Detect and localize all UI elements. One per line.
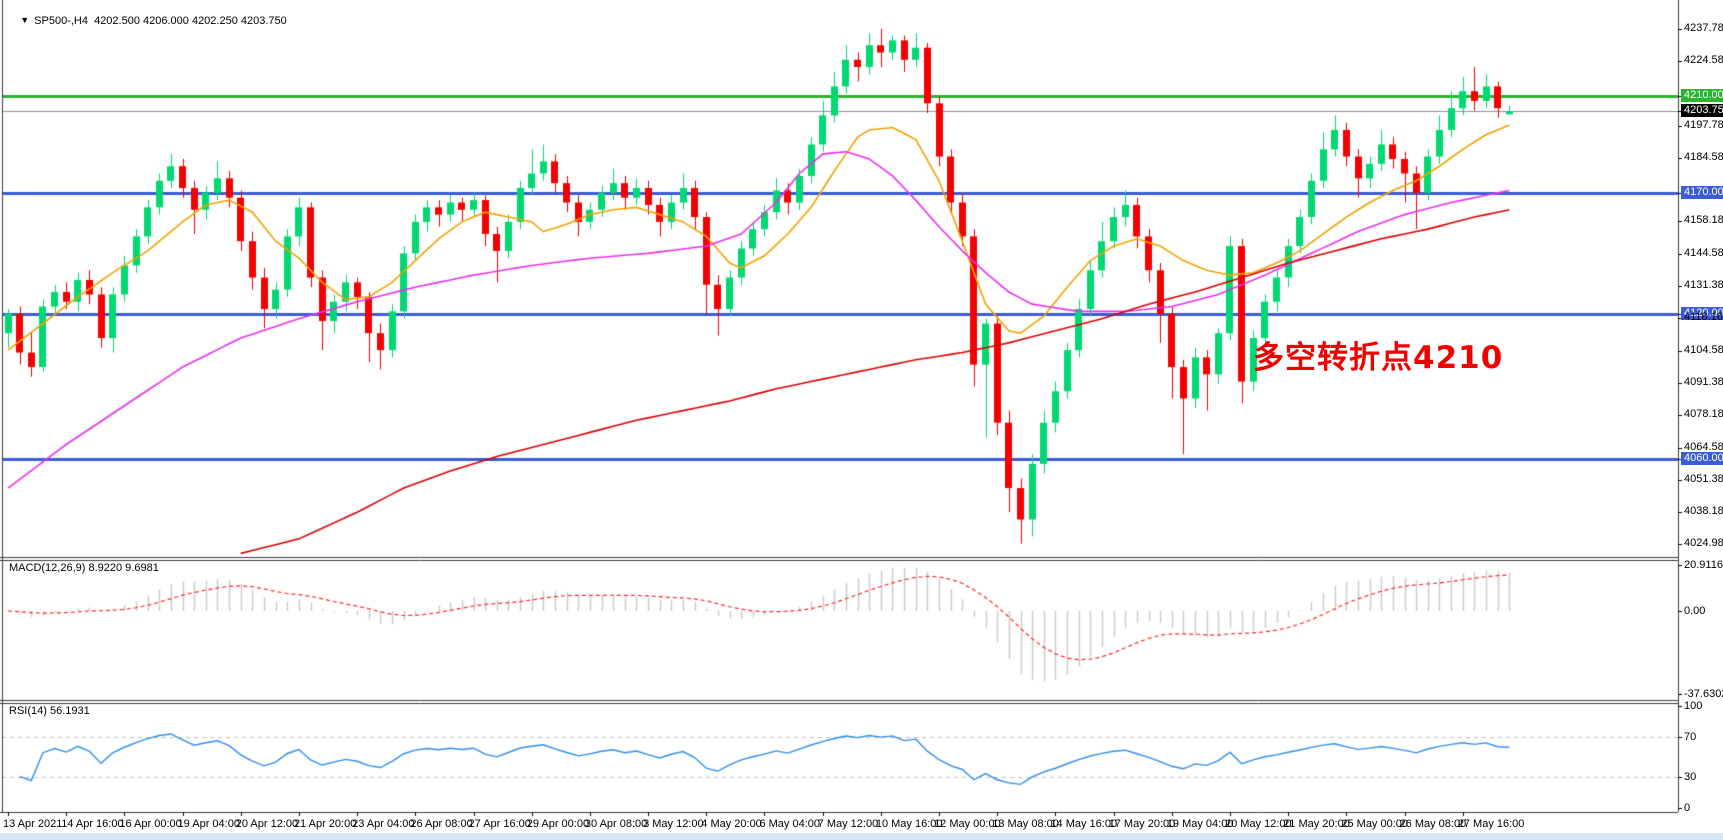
price-axis-label: 4118.180 [1684,311,1723,324]
price-axis-label: 4091.380 [1684,376,1723,389]
chart-annotation-text: 多空转折点4210 [1253,340,1504,376]
symbol-dropdown-icon[interactable]: ▼ [20,15,30,25]
time-axis-label: 29 Apr 00:00 [526,818,590,830]
price-axis-label: 4158.180 [1684,214,1723,227]
macd-axis-label: 0.00 [1684,605,1706,617]
time-axis-label: 19 May 04:00 [1166,818,1234,830]
time-axis-label: 26 Apr 08:00 [410,818,473,830]
time-axis-label: 19 Apr 04:00 [177,818,240,830]
time-axis-label: 27 May 16:00 [1457,818,1525,830]
rsi-axis-label: 70 [1684,730,1697,743]
macd-axis-label: -37.6302 [1684,687,1723,700]
price-axis-label: 4038.180 [1684,504,1723,517]
macd-axis-label: 20.9116 [1684,558,1723,571]
price-axis-label: 4064.580 [1684,440,1723,453]
rsi-axis-label: 0 [1684,802,1691,814]
price-axis-label: 4237.780 [1684,21,1723,34]
time-axis-label: 13 Apr 2021 [3,818,63,830]
time-axis-label: 6 May 04:00 [759,818,821,830]
time-axis-label: 3 May 12:00 [643,818,704,830]
time-axis-label: 14 Apr 16:00 [61,818,124,830]
price-axis-label: 4144.580 [1684,247,1723,260]
price-axis-label: 4024.980 [1684,536,1723,549]
time-axis-label: 20 Apr 12:00 [235,818,299,830]
time-axis-label: 30 Apr 08:00 [584,818,648,830]
time-axis-label: 21 Apr 20:00 [293,818,357,830]
time-axis-label: 13 May 08:00 [992,818,1059,830]
price-axis-label-blue-box: 4120.000 [1681,306,1723,320]
rsi-axis-label: 100 [1684,700,1703,712]
ohlc-readout: SP500-,H4 4202.500 4206.000 4202.250 420… [34,15,287,27]
time-axis-label: 21 May 20:00 [1283,818,1350,830]
price-axis-label: 4104.580 [1684,344,1723,357]
time-axis-label: 23 Apr 04:00 [352,818,415,830]
price-axis-label-blue-box: 4170.000 [1681,185,1723,199]
time-axis-label: 17 May 20:00 [1108,818,1176,830]
time-axis-label: 14 May 16:00 [1050,818,1118,830]
time-axis-label: 27 Apr 16:00 [468,818,531,830]
time-axis-label: 10 May 16:00 [875,818,943,830]
time-axis-label: 20 May 12:00 [1224,818,1292,830]
price-axis-label: 4224.580 [1684,53,1723,66]
rsi-axis-label: 30 [1684,771,1697,784]
time-axis-label: 26 May 08:00 [1399,818,1467,830]
price-axis-label-black-box: 4203.750 [1681,104,1723,118]
macd-indicator-label: MACD(12,26,9) 8.9220 9.6981 [9,562,159,574]
time-axis-label: 16 Apr 00:00 [119,818,182,830]
window-bottom-strip [0,833,1723,840]
time-axis-label: 25 May 00:00 [1341,818,1409,830]
time-axis-label: 12 May 00:00 [934,818,1001,830]
symbol-header: ▼ SP500-,H4 4202.500 4206.000 4202.250 42… [8,3,287,39]
time-axis-label: 7 May 12:00 [817,818,879,830]
price-axis-label-green-box: 4210.000 [1681,89,1723,103]
price-axis-label: 4184.580 [1684,150,1723,163]
price-axis-label: 4078.180 [1684,408,1723,420]
price-axis-label: 4197.780 [1684,118,1723,131]
price-axis-label: 4051.380 [1684,472,1723,485]
rsi-indicator-label: RSI(14) 56.1931 [9,705,90,717]
time-axis-label: 4 May 20:00 [701,818,762,830]
price-axis-label-blue-box: 4060.000 [1681,452,1723,465]
price-axis-label: 4131.380 [1684,279,1723,292]
